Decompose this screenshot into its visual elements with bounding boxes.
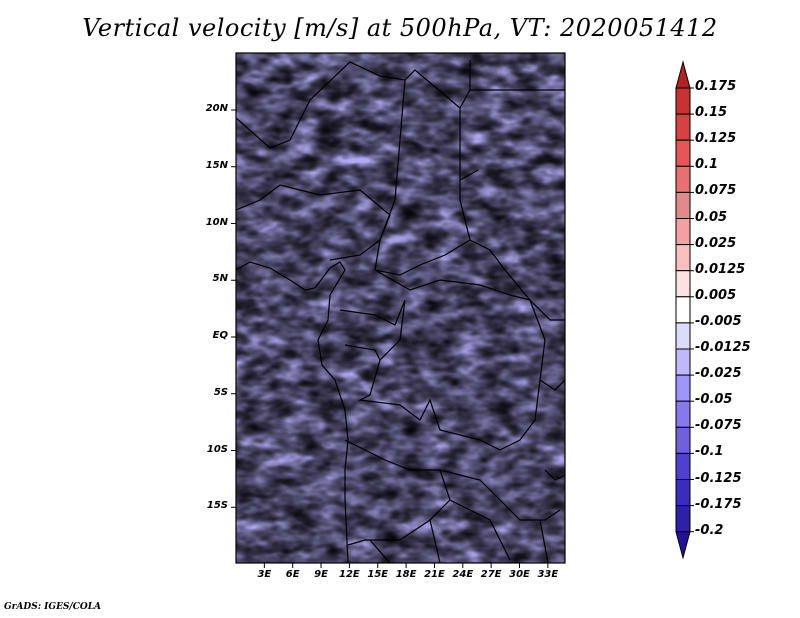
colorbar-label: -0.075 — [695, 418, 742, 433]
lat-tick-label: 5S — [188, 387, 228, 398]
colorbar — [676, 62, 694, 558]
lon-tick-label: 33E — [533, 569, 563, 580]
colorbar-label: 0.0125 — [695, 262, 745, 277]
colorbar-box — [676, 453, 690, 479]
lon-tick-label: 18E — [391, 569, 421, 580]
colorbar-label: -0.125 — [695, 471, 742, 486]
lon-tick-label: 3E — [249, 569, 279, 580]
colorbar-box — [676, 349, 690, 375]
lat-tick-label: EQ — [188, 330, 228, 341]
colorbar-box — [676, 401, 690, 427]
colorbar-box — [676, 192, 690, 218]
colorbar-box — [676, 427, 690, 453]
colorbar-box — [676, 297, 690, 323]
colorbar-label: -0.1 — [695, 444, 723, 459]
colorbar-label: 0.005 — [695, 288, 736, 303]
lat-tick-label: 15N — [188, 160, 228, 171]
colorbar-box — [676, 375, 690, 401]
colorbar-label: 0.125 — [695, 131, 736, 146]
lat-tick-label: 20N — [188, 103, 228, 114]
lon-tick-label: 9E — [306, 569, 336, 580]
lon-tick-label: 6E — [278, 569, 308, 580]
colorbar-under-triangle — [676, 532, 690, 558]
colorbar-label: -0.2 — [695, 523, 723, 538]
colorbar-box — [676, 245, 690, 271]
colorbar-box — [676, 271, 690, 297]
lat-tick-label: 15S — [188, 500, 228, 511]
colorbar-label: 0.1 — [695, 157, 718, 172]
colorbar-label: -0.025 — [695, 366, 742, 381]
colorbar-label: 0.175 — [695, 79, 736, 94]
lon-tick-label: 15E — [363, 569, 393, 580]
colorbar-box — [676, 114, 690, 140]
lon-tick-label: 27E — [476, 569, 506, 580]
colorbar-box — [676, 219, 690, 245]
colorbar-over-triangle — [676, 62, 690, 88]
colorbar-box — [676, 140, 690, 166]
lon-tick-label: 12E — [334, 569, 364, 580]
colorbar-label: 0.05 — [695, 210, 727, 225]
colorbar-label: 0.025 — [695, 236, 736, 251]
lat-tick-label: 10S — [188, 444, 228, 455]
lat-tick-label: 5N — [188, 273, 228, 284]
colorbar-box — [676, 323, 690, 349]
lon-tick-label: 21E — [419, 569, 449, 580]
colorbar-box — [676, 480, 690, 506]
colorbar-label: 0.15 — [695, 105, 727, 120]
colorbar-label: 0.075 — [695, 183, 736, 198]
lat-tick-label: 10N — [188, 217, 228, 228]
colorbar-label: -0.175 — [695, 497, 742, 512]
colorbar-label: -0.0125 — [695, 340, 751, 355]
colorbar-box — [676, 506, 690, 532]
colorbar-box — [676, 166, 690, 192]
colorbar-box — [676, 88, 690, 114]
colorbar-label: -0.05 — [695, 392, 732, 407]
colorbar-label: -0.005 — [695, 314, 742, 329]
lon-tick-label: 24E — [448, 569, 478, 580]
map-figure — [0, 0, 800, 618]
lon-tick-label: 30E — [505, 569, 535, 580]
grads-credit: GrADS: IGES/COLA — [4, 602, 101, 612]
